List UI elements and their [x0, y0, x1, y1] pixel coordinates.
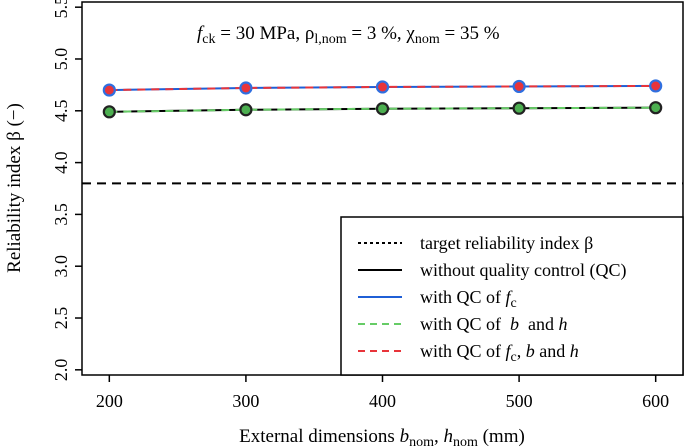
y-tick-label: 2.0 [51, 359, 71, 382]
y-tick-label: 3.5 [51, 203, 71, 226]
legend-qc-fc-f: f [506, 287, 514, 307]
x-axis-title-h: h [443, 426, 453, 447]
x-tick-label: 300 [232, 391, 259, 411]
x-axis: 200 300 400 500 600 [96, 375, 669, 411]
data-point-marker [102, 105, 116, 119]
legend-qc-all-comma: , [517, 341, 526, 361]
data-point-marker [239, 81, 253, 95]
annot-chi-symbol: χ [405, 23, 415, 44]
legend-qc-bh-h: h [559, 314, 568, 334]
legend-qc-bh-b: b [510, 314, 519, 334]
x-tick-label: 600 [642, 391, 669, 411]
x-axis-title-b-sub: nom [409, 435, 434, 448]
x-axis-title-unit: (mm) [478, 426, 525, 447]
data-point-marker [649, 79, 663, 93]
y-axis: 2.0 2.5 3.0 3.5 4.0 4.5 5.0 5.5 [51, 0, 82, 381]
y-tick-label: 2.5 [51, 307, 71, 330]
y-tick-label: 5.5 [51, 0, 71, 18]
legend-label-without-qc: without quality control (QC) [420, 260, 626, 281]
legend-qc-bh-and: and [519, 314, 559, 334]
legend-qc-fc-pre: with QC of [420, 287, 506, 307]
x-tick-label: 200 [96, 391, 123, 411]
legend-label-qc-all: with QC of fc, b and h [420, 341, 579, 365]
y-tick-label: 4.0 [51, 151, 71, 174]
data-point-marker [512, 79, 526, 94]
legend: target reliability index β without quali… [340, 216, 684, 376]
data-point-marker [375, 102, 390, 116]
data-point-marker [649, 101, 663, 115]
legend-qc-all-sub: c [511, 350, 517, 365]
annot-rho-subscript: l,nom [314, 32, 346, 47]
x-axis-title-b: b [400, 426, 410, 447]
data-point-marker [102, 83, 116, 97]
annot-fck-value: = 30 MPa, [216, 23, 305, 44]
x-axis-title-h-sub: nom [453, 435, 478, 448]
legend-qc-all-and: and [535, 341, 570, 361]
x-axis-title: External dimensions bnom, hnom (mm) [239, 426, 525, 448]
legend-label-qc-fc: with QC of fc [420, 287, 517, 311]
annot-fck-symbol: f [197, 23, 205, 44]
y-tick-label: 4.5 [51, 100, 71, 123]
data-point-marker [375, 80, 390, 94]
legend-label-target: target reliability index β [420, 233, 593, 253]
x-tick-label: 400 [369, 391, 396, 411]
legend-qc-all-h: h [570, 341, 579, 361]
legend-qc-all-pre: with QC of [420, 341, 506, 361]
data-point-marker [239, 103, 253, 117]
legend-qc-all-b: b [526, 341, 535, 361]
legend-label-qc-bh: with QC of b and h [420, 314, 568, 334]
annot-fck-subscript: ck [202, 32, 215, 47]
y-axis-title: Reliability index β (−) [4, 103, 25, 273]
y-tick-label: 3.0 [51, 255, 71, 278]
annot-rho-symbol: ρ [305, 23, 314, 44]
x-axis-title-sep: , [434, 426, 444, 447]
legend-qc-bh-pre: with QC of [420, 314, 510, 334]
data-point-marker [512, 101, 526, 115]
annot-rho-value: = 3 %, [347, 23, 407, 44]
x-tick-label: 500 [506, 391, 533, 411]
annot-chi-value: = 35 % [440, 23, 500, 44]
legend-qc-all-f: f [506, 341, 514, 361]
x-axis-title-text: External dimensions [239, 426, 399, 447]
y-tick-label: 5.0 [51, 48, 71, 71]
legend-qc-fc-sub: c [511, 296, 517, 311]
annot-chi-subscript: nom [415, 32, 440, 47]
parameter-annotation: fck = 30 MPa, ρl,nom = 3 %, χnom = 35 % [197, 23, 500, 47]
series-markers [102, 79, 663, 119]
